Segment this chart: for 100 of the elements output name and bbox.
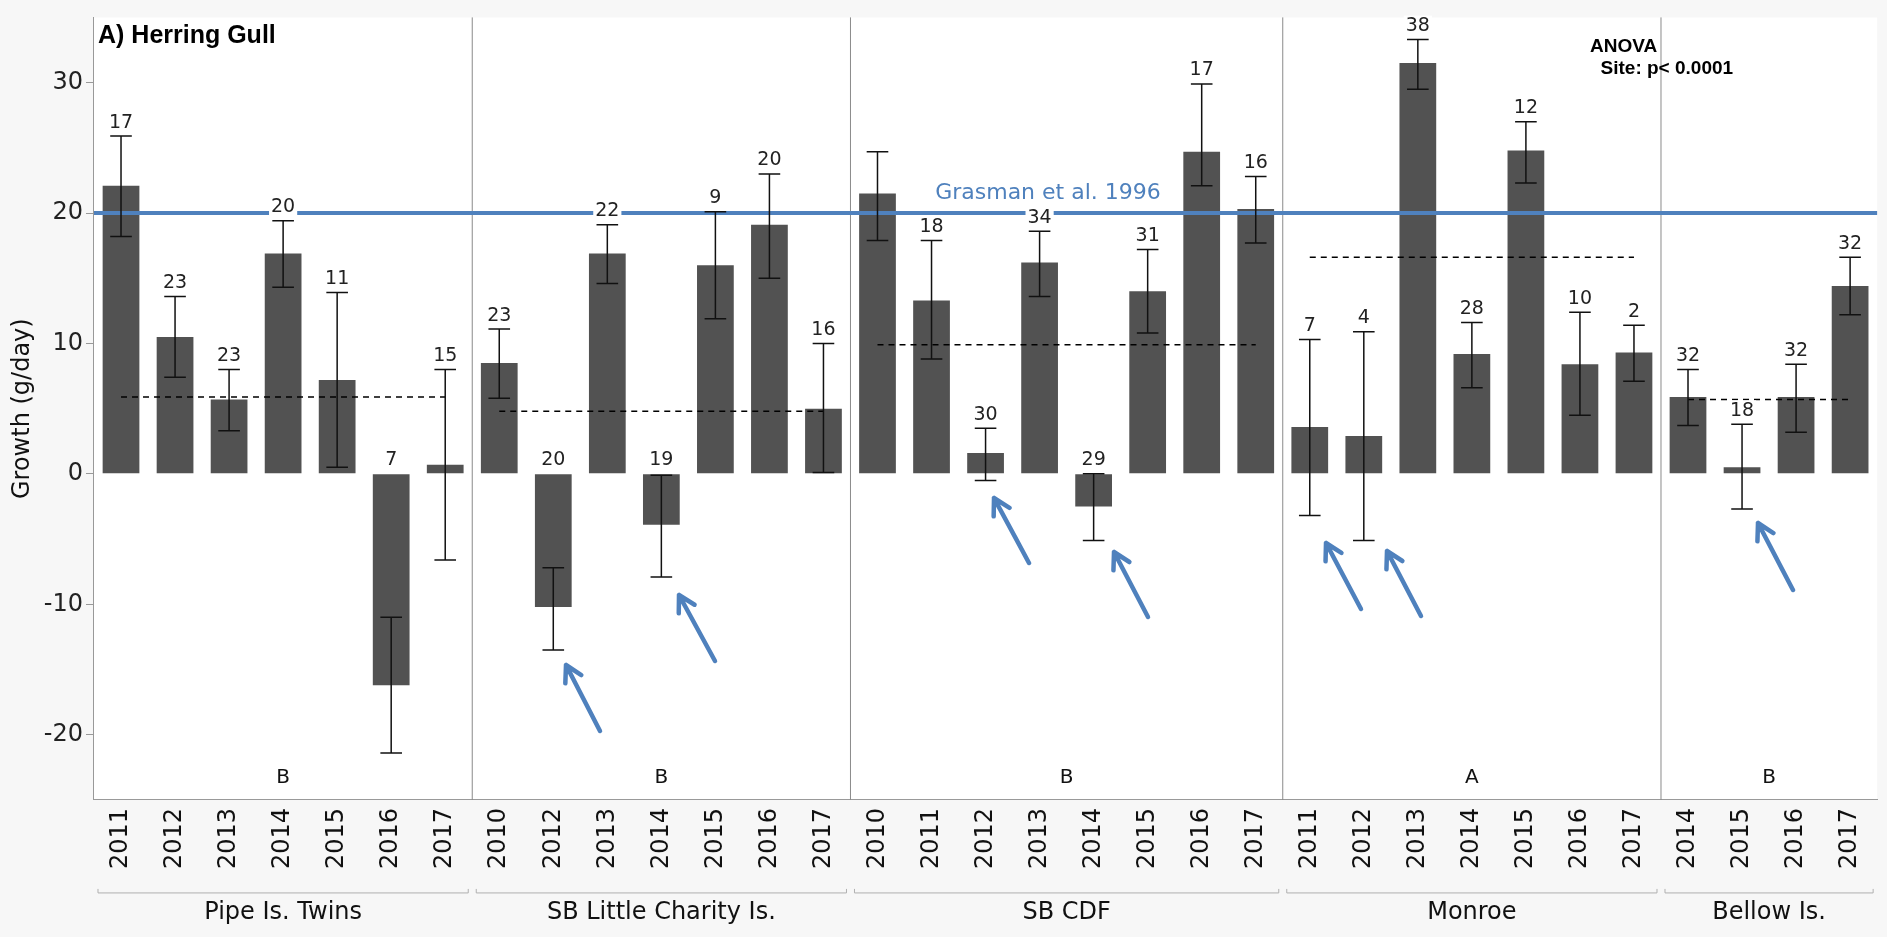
annotation: 11 xyxy=(325,266,350,289)
bar xyxy=(967,453,1004,474)
x-tick-label: 2014 xyxy=(267,807,296,869)
bar xyxy=(805,408,842,474)
annotation: 18 xyxy=(919,213,944,236)
annotation: 23 xyxy=(216,342,242,365)
y-tick-label: 20 xyxy=(52,197,83,226)
annotation: 20 xyxy=(757,147,782,170)
x-tick-label: 2015 xyxy=(699,807,728,869)
x-tick-label: 2012 xyxy=(537,807,566,869)
bar xyxy=(1291,426,1329,474)
bar xyxy=(1507,150,1545,474)
text: Pipe Is. Twins xyxy=(204,897,363,926)
ref-line-label: Grasman et al. 1996 xyxy=(935,178,1161,204)
annotation: 28 xyxy=(1459,296,1484,319)
bar xyxy=(1615,352,1653,474)
bar xyxy=(1723,467,1761,474)
annotation: 17 xyxy=(108,109,134,132)
annotation: 32 xyxy=(1783,337,1809,360)
annotation: 30 xyxy=(973,401,998,424)
bar xyxy=(210,399,248,474)
x-tick-label: 2017 xyxy=(1834,807,1863,869)
bar xyxy=(1237,209,1275,474)
x-tick-label: 2013 xyxy=(591,807,620,869)
x-tick-label: 2017 xyxy=(1618,807,1647,869)
annotation: 34 xyxy=(1027,204,1052,227)
x-tick-label: 2016 xyxy=(1564,807,1593,869)
bar xyxy=(1777,396,1815,474)
x-tick-label: 2016 xyxy=(1780,807,1809,869)
bar xyxy=(372,474,410,686)
x-tick-label: 2015 xyxy=(321,807,350,869)
text: SB Little Charity Is. xyxy=(546,897,776,926)
bar xyxy=(642,474,680,525)
annotation: 16 xyxy=(811,316,836,339)
bar xyxy=(751,224,788,474)
bar xyxy=(697,265,734,474)
x-tick-label: 2015 xyxy=(1726,807,1755,869)
bar xyxy=(264,253,302,474)
bar xyxy=(534,474,572,607)
annotation: 7 xyxy=(1303,312,1316,335)
x-tick-label: 2012 xyxy=(159,807,188,869)
annotation: 31 xyxy=(1135,222,1160,245)
bar xyxy=(1021,262,1058,474)
y-tick-label: -20 xyxy=(43,718,83,747)
annotation: 32 xyxy=(1675,342,1701,365)
chart-title: A) Herring Gull xyxy=(98,19,276,48)
bar xyxy=(1183,151,1221,474)
x-tick-label: 2010 xyxy=(861,807,890,869)
annotation: 20 xyxy=(271,194,296,217)
x-tick-label: 2011 xyxy=(1294,807,1322,869)
annotation: B xyxy=(1762,764,1776,789)
bar xyxy=(1669,396,1707,474)
bar xyxy=(1399,63,1437,474)
x-tick-label: 2012 xyxy=(1348,807,1377,869)
bar xyxy=(859,193,896,474)
bar xyxy=(1831,286,1869,474)
annotation: 9 xyxy=(709,185,722,208)
x-tick-label: 2011 xyxy=(915,807,944,869)
bar xyxy=(156,336,194,474)
annotation: B xyxy=(654,764,669,789)
x-tick-label: 2014 xyxy=(645,807,674,869)
x-tick-label: 2014 xyxy=(1672,807,1701,869)
bar xyxy=(102,185,140,474)
x-tick-label: 2017 xyxy=(1239,807,1268,869)
annotation: 12 xyxy=(1513,95,1538,118)
annotation: 23 xyxy=(487,302,512,325)
y-tick-label: 10 xyxy=(52,327,83,356)
y-tick-label: -10 xyxy=(43,588,83,617)
x-tick-label: 2014 xyxy=(1456,807,1485,869)
x-tick-label: 2014 xyxy=(1077,807,1106,869)
annotation: 15 xyxy=(433,342,458,365)
y-tick-label: 30 xyxy=(52,66,83,95)
text: SB CDF xyxy=(1022,897,1111,926)
text: Bellow Is. xyxy=(1712,897,1826,926)
annotation: 23 xyxy=(162,269,188,292)
y-axis-title: Growth (g/day) xyxy=(6,318,35,500)
annotation: 16 xyxy=(1243,149,1268,172)
x-tick-label: 2013 xyxy=(213,807,242,869)
annotation: 22 xyxy=(595,198,620,221)
annotation: 18 xyxy=(1729,397,1755,420)
annotation: 17 xyxy=(1189,57,1214,80)
annotation: B xyxy=(1059,764,1074,789)
x-tick-label: 2010 xyxy=(483,807,512,869)
x-tick-label: 2011 xyxy=(105,807,134,869)
x-tick-label: 2017 xyxy=(807,807,836,869)
x-tick-label: 2016 xyxy=(1185,807,1214,869)
bar xyxy=(913,300,950,474)
annotation: 20 xyxy=(541,447,566,470)
bar xyxy=(1453,353,1491,474)
annotation: 29 xyxy=(1081,447,1106,470)
y-tick-label: 0 xyxy=(67,458,83,487)
x-tick-label: 2012 xyxy=(969,807,998,869)
x-tick-label: 2015 xyxy=(1131,807,1160,869)
annotation: B xyxy=(276,764,290,789)
x-tick-label: 2016 xyxy=(375,807,404,869)
bar xyxy=(1075,474,1112,507)
annotation: 38 xyxy=(1405,13,1430,36)
bar xyxy=(318,379,356,474)
bar xyxy=(1129,291,1167,474)
annotation: 4 xyxy=(1357,305,1370,328)
